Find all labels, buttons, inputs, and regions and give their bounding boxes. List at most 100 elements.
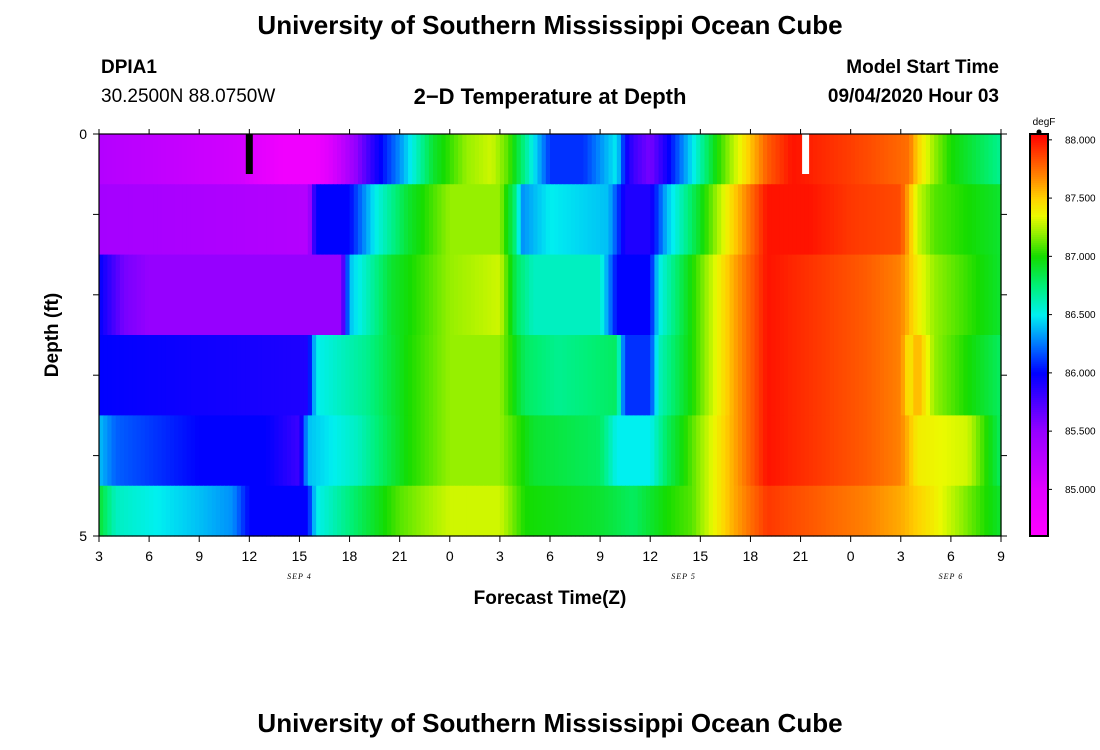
heatmap-cell: [504, 415, 509, 487]
heatmap-cell: [600, 134, 605, 185]
heatmap-cell: [629, 485, 635, 537]
heatmap-cell: [942, 415, 948, 487]
colorbar-segment: [1030, 296, 1048, 300]
heatmap-cell: [169, 254, 175, 336]
heatmap-cell: [345, 254, 351, 336]
heatmap-cell: [474, 254, 480, 336]
heatmap-cell: [441, 415, 447, 487]
heatmap-cell: [382, 335, 388, 416]
heatmap-cell: [174, 134, 179, 185]
heatmap-cell: [729, 415, 735, 487]
heatmap-cell: [896, 254, 902, 336]
heatmap-cell: [930, 335, 935, 416]
heatmap-cell: [625, 335, 630, 416]
heatmap-cell: [988, 134, 994, 185]
heatmap-cell: [399, 485, 405, 537]
heatmap-cell: [470, 134, 476, 185]
heatmap-cell: [625, 134, 630, 185]
heatmap-cell: [687, 335, 693, 416]
heatmap-cell: [888, 485, 894, 537]
heatmap-cell: [466, 254, 472, 336]
heatmap-cell: [428, 254, 434, 336]
heatmap-cell: [800, 335, 806, 416]
heatmap-cell: [211, 184, 217, 256]
heatmap-cell: [662, 335, 668, 416]
heatmap-cell: [483, 184, 488, 256]
heatmap-cell: [353, 415, 359, 487]
heatmap-cell: [119, 134, 125, 185]
heatmap-cell: [879, 335, 885, 416]
heatmap-cell: [863, 254, 868, 336]
heatmap-cell: [846, 184, 852, 256]
heatmap-cell: [550, 335, 555, 416]
heatmap-cell: [675, 485, 681, 537]
colorbar-segment: [1030, 385, 1048, 388]
heatmap-cell: [282, 254, 288, 336]
colorbar-segment: [1030, 441, 1048, 445]
heatmap-cell: [775, 335, 781, 416]
heatmap-cell: [570, 485, 576, 537]
heatmap-cell: [771, 415, 777, 487]
heatmap-cell: [441, 184, 447, 256]
heatmap-cell: [136, 485, 142, 537]
heatmap-cell: [671, 134, 676, 185]
heatmap-cell: [821, 335, 827, 416]
heatmap-cell: [788, 134, 793, 185]
heatmap-cell: [863, 415, 868, 487]
heatmap-cell: [332, 254, 338, 336]
heatmap-cell: [616, 335, 622, 416]
heatmap-cell: [190, 134, 196, 185]
heatmap-cell: [938, 485, 944, 537]
heatmap-cell: [119, 184, 125, 256]
heatmap-cell: [950, 184, 956, 256]
heatmap-cell: [859, 335, 864, 416]
heatmap-cell: [545, 254, 551, 336]
heatmap-cell: [349, 485, 355, 537]
heatmap-cell: [980, 134, 985, 185]
heatmap-cell: [533, 335, 539, 416]
heatmap-cell: [495, 134, 501, 185]
heatmap-cell: [792, 184, 797, 256]
heatmap-cell: [408, 184, 413, 256]
heatmap-cell: [240, 184, 246, 256]
heatmap-cell: [307, 415, 313, 487]
heatmap-cell: [370, 415, 376, 487]
heatmap-cell: [140, 415, 146, 487]
heatmap-cell: [758, 254, 764, 336]
heatmap-cell: [620, 184, 626, 256]
heatmap-cell: [833, 134, 839, 185]
heatmap-cell: [215, 184, 221, 256]
heatmap-cell: [762, 335, 768, 416]
heatmap-cell: [884, 485, 889, 537]
heatmap-cell: [433, 335, 438, 416]
heatmap-cell: [646, 184, 651, 256]
heatmap-cell: [679, 134, 685, 185]
heatmap-cell: [654, 134, 660, 185]
heatmap-cell: [520, 335, 526, 416]
colorbar-segment: [1030, 302, 1048, 306]
heatmap-cell: [111, 254, 117, 336]
colorbar-segment: [1030, 347, 1048, 350]
heatmap-cell: [337, 254, 342, 336]
heatmap-cell: [307, 134, 313, 185]
heatmap-cell: [111, 485, 117, 537]
heatmap-cell: [199, 134, 204, 185]
heatmap-cell: [395, 134, 401, 185]
heatmap-cell: [445, 184, 451, 256]
heatmap-cell: [412, 254, 417, 336]
heatmap-cell: [583, 254, 589, 336]
heatmap-cell: [758, 415, 764, 487]
heatmap-cell: [788, 254, 793, 336]
x-tick-label: 6: [145, 548, 153, 564]
colorbar-segment: [1030, 200, 1048, 203]
heatmap-cell: [762, 415, 768, 487]
colorbar-tick-label: 85.000: [1065, 485, 1096, 496]
colorbar-segment: [1030, 359, 1048, 362]
heatmap-cell: [232, 485, 238, 537]
heatmap-cell: [136, 134, 142, 185]
heatmap-cell: [691, 134, 697, 185]
heatmap-cell: [541, 335, 547, 416]
heatmap-cell: [529, 134, 534, 185]
heatmap-cell: [583, 134, 589, 185]
heatmap-cell: [875, 415, 881, 487]
